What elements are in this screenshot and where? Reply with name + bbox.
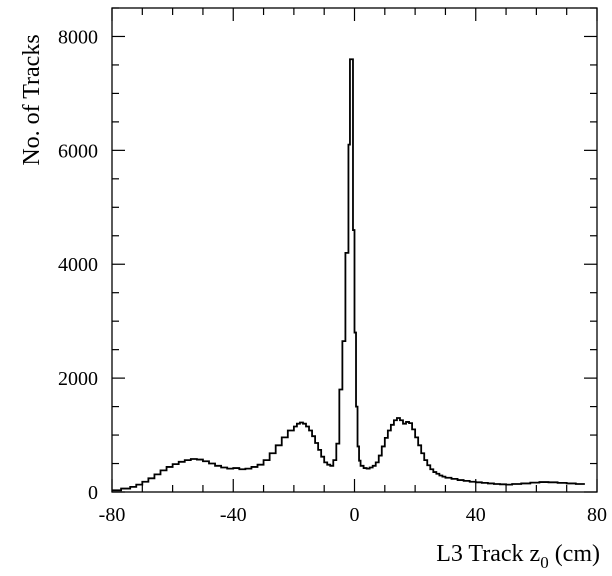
x-tick-label: 0 [350,504,360,526]
x-axis-label-main: L3 Track z [436,541,540,567]
y-tick-label: 4000 [58,254,98,276]
x-axis-label-subscript: 0 [540,553,549,572]
y-tick-label: 2000 [58,368,98,390]
x-tick-label: 40 [466,504,486,526]
histogram-series-line [112,58,585,492]
x-tick-label: -80 [99,504,126,526]
y-tick-label: 0 [88,482,98,504]
y-axis-label: No. of Tracks [19,34,45,165]
x-axis-label: L3 Track z0 (cm) [436,541,600,572]
y-tick-label: 6000 [58,140,98,162]
x-axis-label-unit: (cm) [549,541,600,567]
x-tick-label: 80 [587,504,607,526]
x-tick-label: -40 [220,504,247,526]
y-tick-label: 8000 [58,26,98,48]
